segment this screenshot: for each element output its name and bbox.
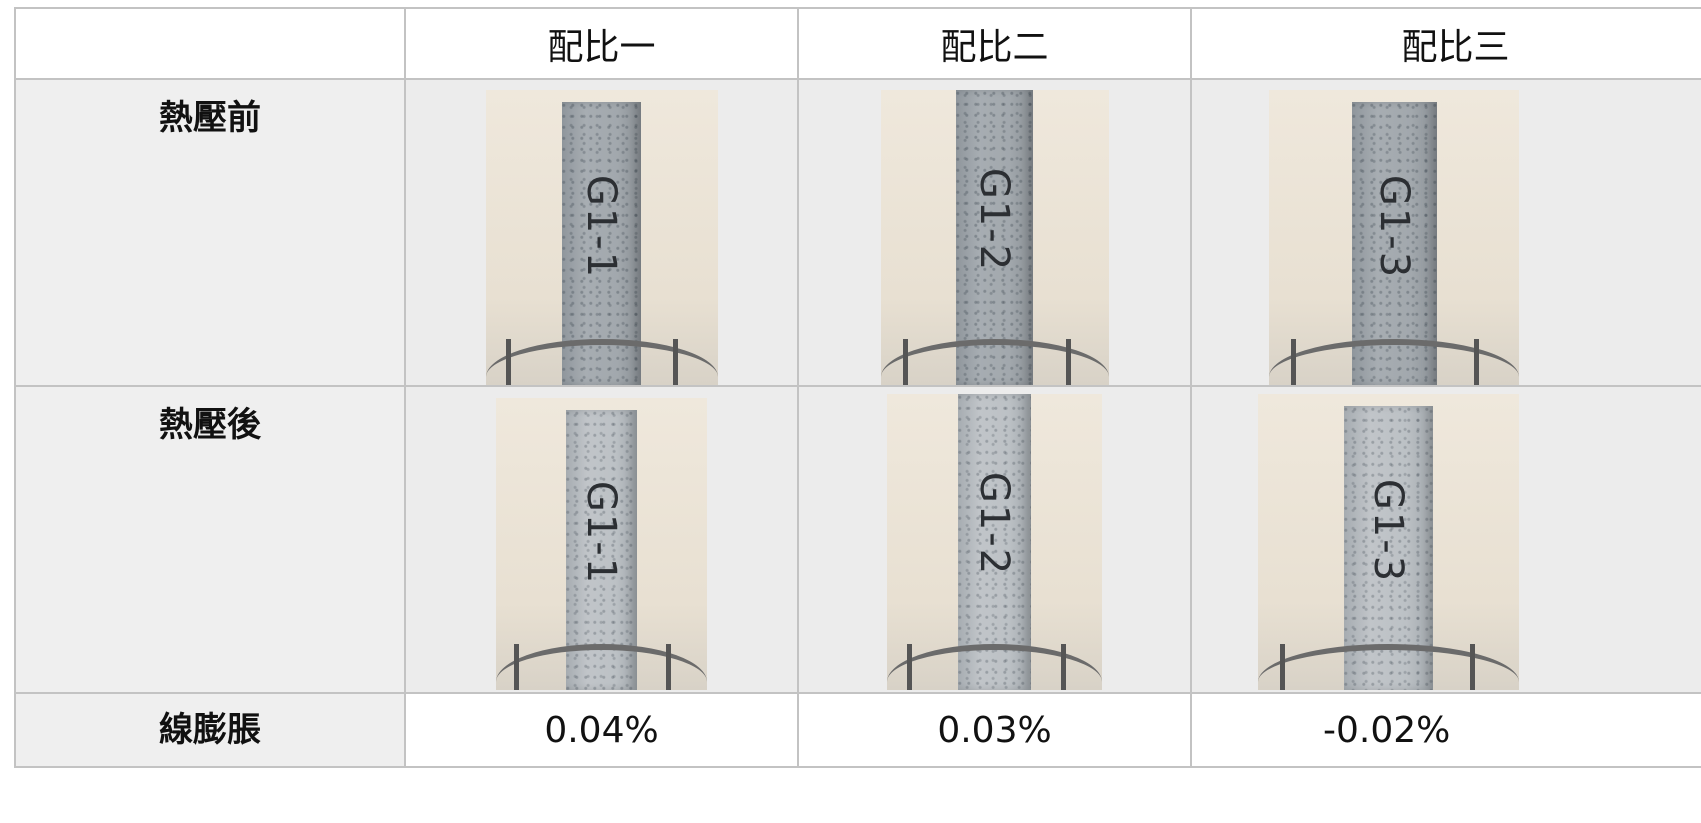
stand-leg: [1061, 644, 1066, 690]
stand-leg: [672, 339, 678, 385]
specimen-label: G1-2: [971, 167, 1018, 272]
image-cell: G1-2: [797, 78, 1192, 387]
stand-leg: [1280, 644, 1285, 690]
stand-leg: [1065, 339, 1071, 385]
specimen-label: G1-1: [578, 174, 625, 279]
header-mix-3: 配比三: [1190, 7, 1701, 80]
header-mix-2: 配比二: [797, 7, 1192, 80]
image-cell: G1-3: [1190, 78, 1701, 387]
specimen-label: G1-3: [1365, 478, 1412, 584]
specimen-label: G1-2: [971, 472, 1018, 577]
specimen-photo: G1-2: [880, 90, 1109, 385]
row-label-cell: 熱壓後: [14, 385, 406, 694]
specimen-block: G1-2: [955, 90, 1034, 385]
expansion-value: -0.02%: [1190, 692, 1701, 768]
specimen-label: G1-1: [578, 481, 625, 586]
specimen-photo: G1-2: [887, 394, 1102, 690]
specimen-block: G1-1: [565, 410, 638, 690]
stand-leg: [666, 644, 671, 690]
specimen-photo: G1-3: [1258, 394, 1519, 690]
row-label-cell: 線膨脹: [14, 692, 406, 768]
image-cell: G1-3: [1190, 385, 1701, 694]
header-row: 配比一 配比二 配比三: [14, 7, 1701, 80]
row-label: 熱壓後: [159, 405, 261, 445]
specimen-block: G1-3: [1344, 406, 1433, 690]
stand-leg: [1474, 339, 1479, 385]
stand-leg: [902, 339, 908, 385]
row-after-heat-press: 熱壓後 G1-1 G1-2: [14, 385, 1701, 694]
header-empty: [14, 7, 406, 80]
specimen-photo: G1-1: [496, 398, 707, 690]
specimen-block: G1-1: [562, 102, 641, 385]
image-cell: G1-1: [404, 78, 799, 387]
specimen-label: G1-3: [1371, 174, 1417, 279]
stand-leg: [505, 339, 511, 385]
row-label: 熱壓前: [159, 98, 261, 138]
specimen-photo: G1-1: [485, 90, 718, 385]
row-before-heat-press: 熱壓前 G1-1 G1-2: [14, 78, 1701, 387]
row-label: 線膨脹: [159, 710, 261, 750]
stand-leg: [1291, 339, 1296, 385]
linear-expansion-row: 線膨脹 0.04% 0.03% -0.02%: [14, 692, 1701, 768]
specimen-block: G1-2: [957, 394, 1032, 690]
specimen-block: G1-3: [1351, 102, 1437, 385]
header-mix-1: 配比一: [404, 7, 799, 80]
stand-leg: [1470, 644, 1475, 690]
stand-leg: [907, 644, 912, 690]
expansion-table: 配比一 配比二 配比三 熱壓前 G1-1 G1-2: [14, 7, 1701, 768]
image-cell: G1-1: [404, 385, 799, 694]
image-cell: G1-2: [797, 385, 1192, 694]
expansion-value: 0.04%: [404, 692, 799, 768]
specimen-photo: G1-3: [1269, 90, 1519, 385]
row-label-cell: 熱壓前: [14, 78, 406, 387]
stand-leg: [514, 644, 519, 690]
expansion-value: 0.03%: [797, 692, 1192, 768]
